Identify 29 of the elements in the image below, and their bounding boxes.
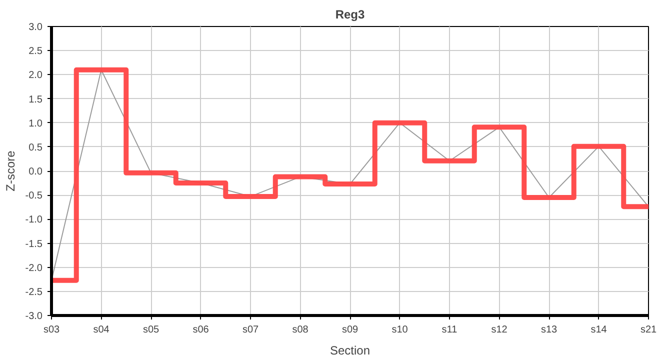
- y-tick-label: 3.0: [28, 22, 43, 33]
- x-tick-label: s08: [292, 324, 309, 336]
- y-tick-label: 1.0: [28, 118, 43, 130]
- x-tick-label: s14: [590, 324, 608, 336]
- y-tick-label: -0.5: [25, 190, 43, 202]
- x-axis-title: Section: [330, 344, 370, 358]
- x-tick-label: s11: [442, 324, 458, 336]
- y-tick-label: -2.0: [25, 262, 43, 274]
- x-tick-label: s04: [93, 324, 110, 336]
- x-tick-label: s07: [242, 324, 259, 336]
- y-tick-label: 2.5: [28, 46, 43, 58]
- x-tick-label: s05: [142, 324, 160, 336]
- x-tick-label: s09: [342, 324, 358, 336]
- x-tick-label: s10: [392, 324, 408, 336]
- y-tick-label: 1.5: [28, 94, 43, 106]
- y-tick-label: -1.5: [25, 238, 43, 250]
- x-tick-label: s13: [540, 324, 558, 336]
- y-tick-label: -1.0: [25, 214, 43, 226]
- y-tick-label: -3.0: [25, 311, 43, 322]
- y-axis-title: Z-score: [3, 150, 18, 192]
- y-tick-label: 2.0: [28, 70, 43, 82]
- y-tick-label: 0.5: [28, 142, 43, 154]
- x-tick-label: s03: [43, 324, 60, 336]
- x-tick-label: s12: [491, 324, 508, 336]
- y-tick-label: 0.0: [28, 166, 43, 178]
- x-tick-label: s06: [192, 324, 210, 336]
- y-tick-label: -2.5: [25, 286, 43, 298]
- chart-title: Reg3: [335, 8, 365, 22]
- x-tick-label: s21: [640, 324, 657, 336]
